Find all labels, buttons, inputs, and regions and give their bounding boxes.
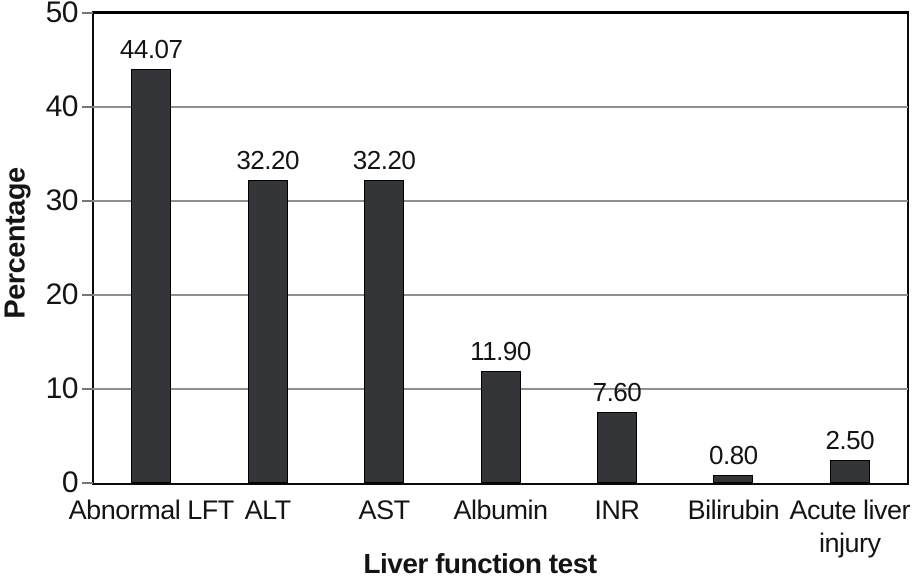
bar xyxy=(480,371,521,483)
bar-value-label: 11.90 xyxy=(470,336,531,367)
y-tick-label: 0 xyxy=(61,466,79,499)
x-axis-title: Liver function test xyxy=(363,548,597,579)
y-tick xyxy=(82,482,93,484)
bar xyxy=(596,411,637,483)
y-tick xyxy=(82,106,93,108)
y-tick-label: 40 xyxy=(45,90,79,123)
y-tick xyxy=(82,388,93,390)
bar xyxy=(247,180,288,483)
y-tick-label: 20 xyxy=(45,278,79,311)
x-category-label: ALT xyxy=(244,495,292,525)
y-tick-label: 30 xyxy=(45,184,79,217)
x-category-label: Abnormal LFT xyxy=(68,495,235,525)
y-tick-label: 10 xyxy=(45,372,79,405)
bar-value-label: 2.50 xyxy=(825,424,875,455)
y-tick-label: 50 xyxy=(45,0,79,29)
x-category-label: Bilirubin xyxy=(687,495,780,525)
bar xyxy=(131,68,172,483)
x-category-label: AST xyxy=(358,495,411,525)
gridline xyxy=(93,106,908,108)
bar-value-label: 7.60 xyxy=(592,376,642,407)
bar-value-label: 32.20 xyxy=(352,145,416,176)
bar xyxy=(364,180,405,483)
bar-value-label: 44.07 xyxy=(119,33,183,64)
y-tick xyxy=(82,200,93,202)
x-category-label: Albumin xyxy=(453,495,548,525)
x-category-label: Acute liver injury xyxy=(789,495,911,558)
gridline xyxy=(93,294,908,296)
bar-value-label: 0.80 xyxy=(709,440,758,471)
bar xyxy=(829,459,870,483)
plot-area xyxy=(92,11,909,485)
y-tick xyxy=(82,12,93,14)
x-category-label: INR xyxy=(594,495,640,525)
bar-value-label: 32.20 xyxy=(236,145,299,176)
bar xyxy=(713,475,754,483)
gridline xyxy=(93,200,908,202)
y-tick xyxy=(82,294,93,296)
